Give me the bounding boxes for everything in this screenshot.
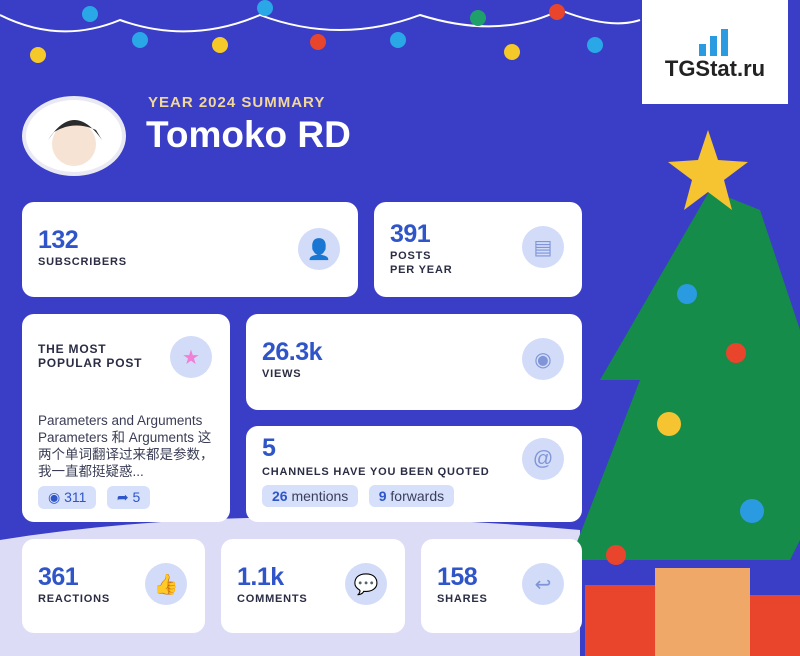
posts-label-2: PER YEAR (390, 264, 453, 276)
quoted-card: 5 CHANNELS HAVE YOU BEEN QUOTED 26 menti… (246, 426, 582, 522)
views-label: VIEWS (262, 368, 302, 380)
light-bulbs (30, 0, 603, 63)
tgstat-logo: TGStat.ru (642, 0, 788, 104)
eye-icon: ◉ (522, 338, 564, 380)
comments-card: 1.1k COMMENTS 💬 (221, 539, 405, 633)
shares-label: SHARES (437, 593, 488, 605)
star-icon: ★ (170, 336, 212, 378)
popular-post-card[interactable]: THE MOST POPULAR POST ★ Parameters and A… (22, 314, 230, 522)
shares-count: 158 (437, 563, 478, 591)
forwards-chip: 9 forwards (368, 485, 455, 507)
reactions-label: REACTIONS (38, 593, 110, 605)
thumbs-up-icon: 👍 (145, 563, 187, 605)
gifts (585, 568, 800, 656)
quoted-label: CHANNELS HAVE YOU BEEN QUOTED (262, 466, 490, 478)
views-count: 26.3k (262, 338, 323, 366)
share-icon: ↩ (522, 563, 564, 605)
chart-logo-icon (699, 29, 728, 56)
eye-icon: ◉ (48, 489, 65, 505)
summary-subtitle: YEAR 2024 SUMMARY (148, 94, 326, 111)
views-card: 26.3k VIEWS ◉ (246, 314, 582, 410)
posts-card: 391 POSTS PER YEAR ▤ (374, 202, 582, 297)
popular-post-title-2: POPULAR POST (38, 356, 143, 370)
posts-count: 391 (390, 220, 431, 248)
channel-avatar (22, 96, 126, 176)
share-arrow-icon: ➦ (116, 489, 133, 505)
popular-post-title: THE MOST (38, 342, 107, 356)
comments-count: 1.1k (237, 563, 284, 591)
mentions-chip: 26 mentions (262, 485, 359, 507)
posts-label: POSTS (390, 250, 432, 262)
subscribers-card: 132 SUBSCRIBERS 👤 (22, 202, 358, 297)
subscribers-count: 132 (38, 226, 79, 254)
user-icon: 👤 (298, 228, 340, 270)
channel-name: Tomoko RD (146, 114, 351, 155)
reactions-count: 361 (38, 563, 79, 591)
chat-icon: 💬 (345, 563, 387, 605)
at-icon: @ (522, 438, 564, 480)
document-icon: ▤ (522, 226, 564, 268)
reactions-card: 361 REACTIONS 👍 (22, 539, 205, 633)
popular-post-text: Parameters and Arguments Parameters 和 Ar… (38, 413, 214, 479)
tree (570, 130, 800, 565)
quoted-count: 5 (262, 434, 276, 462)
shares-card: 158 SHARES ↩ (421, 539, 582, 633)
post-views-chip: ◉ 311 (38, 486, 97, 509)
comments-label: COMMENTS (237, 593, 308, 605)
post-shares-chip: ➦ 5 (106, 486, 151, 509)
subscribers-label: SUBSCRIBERS (38, 256, 127, 268)
